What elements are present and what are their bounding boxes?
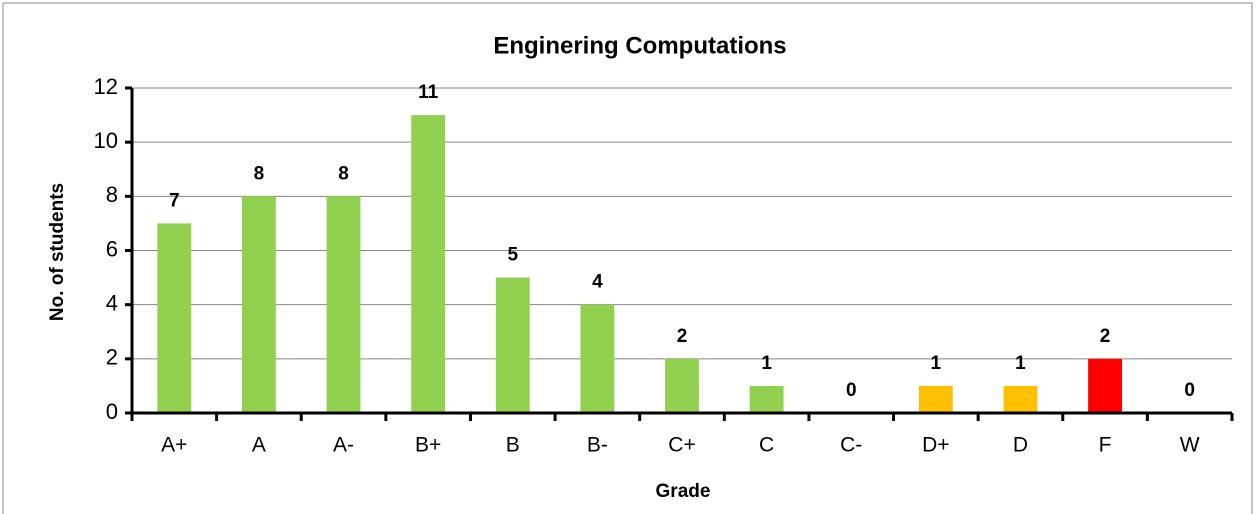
y-tick-label: 2 bbox=[106, 345, 118, 370]
y-tick-label: 0 bbox=[106, 399, 118, 424]
bar bbox=[1088, 358, 1122, 413]
data-label: 2 bbox=[1100, 326, 1111, 347]
x-tick-label: A- bbox=[333, 434, 354, 457]
data-label: 8 bbox=[254, 163, 265, 184]
bar bbox=[411, 115, 446, 413]
data-label: 5 bbox=[507, 245, 518, 266]
data-label: 8 bbox=[338, 163, 349, 184]
x-tick-label: D+ bbox=[922, 434, 949, 457]
x-tick-label: B bbox=[506, 434, 520, 457]
y-axis-title: No. of students bbox=[47, 183, 68, 321]
x-axis-title: Grade bbox=[656, 481, 711, 502]
data-label: 1 bbox=[1015, 353, 1026, 374]
bar bbox=[749, 385, 784, 413]
bar bbox=[580, 304, 615, 413]
bar bbox=[157, 223, 192, 413]
data-label: 2 bbox=[677, 326, 688, 347]
y-tick-label: 4 bbox=[106, 290, 118, 315]
x-tick-label: D bbox=[1013, 434, 1028, 457]
x-tick-label: F bbox=[1099, 434, 1112, 457]
data-label: 0 bbox=[1184, 380, 1195, 401]
data-label: 7 bbox=[169, 190, 180, 211]
y-tick-label: 6 bbox=[106, 236, 118, 261]
bar bbox=[665, 358, 699, 413]
x-tick-label: A+ bbox=[161, 434, 187, 457]
bar bbox=[242, 196, 276, 413]
x-tick-label: C- bbox=[840, 434, 862, 457]
x-tick-label: W bbox=[1180, 434, 1200, 457]
x-tick-label: A bbox=[252, 434, 266, 457]
data-label: 0 bbox=[846, 380, 857, 401]
x-tick-label: B- bbox=[587, 434, 608, 457]
y-tick-label: 12 bbox=[94, 74, 118, 99]
y-tick-label: 8 bbox=[106, 182, 118, 207]
data-label: 11 bbox=[418, 82, 439, 103]
x-tick-label: B+ bbox=[415, 434, 441, 457]
bar bbox=[918, 385, 953, 413]
bar bbox=[495, 277, 530, 413]
data-label: 1 bbox=[931, 353, 942, 374]
chart-title: Enginering Computations bbox=[493, 32, 786, 59]
bar bbox=[1003, 385, 1038, 413]
y-tick-label: 10 bbox=[94, 128, 118, 153]
x-tick-label: C bbox=[759, 434, 774, 457]
data-label: 1 bbox=[761, 353, 772, 374]
bar bbox=[326, 196, 361, 413]
data-label: 4 bbox=[592, 272, 603, 293]
x-tick-label: C+ bbox=[668, 434, 695, 457]
